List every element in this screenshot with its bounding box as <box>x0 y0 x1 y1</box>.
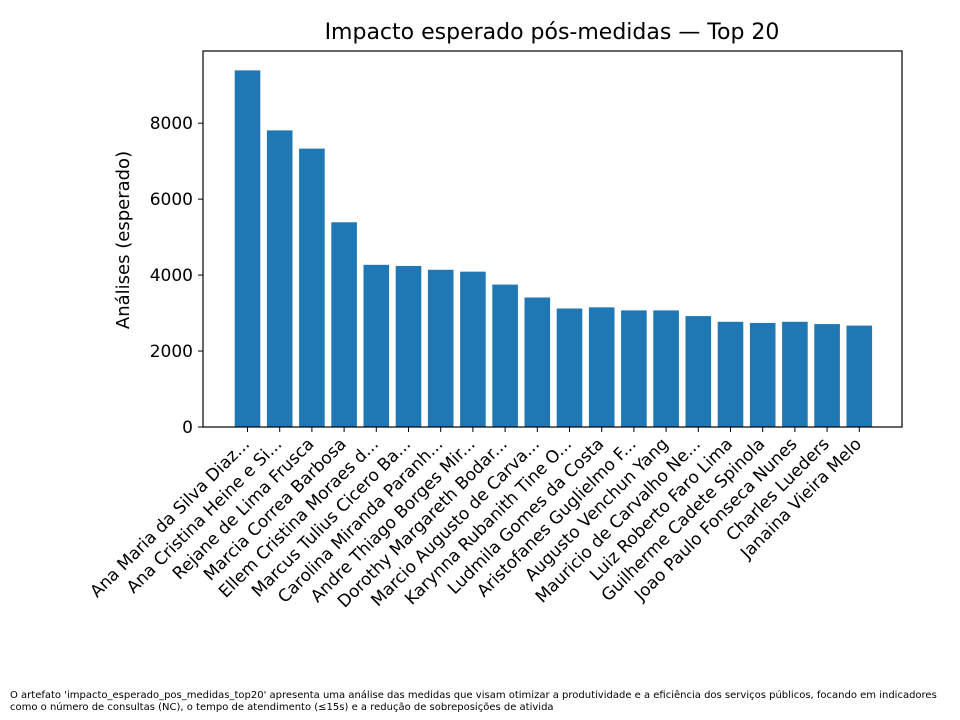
bar <box>460 271 486 427</box>
bar <box>717 321 744 427</box>
chart-title: Impacto esperado pós-medidas — Top 20 <box>325 20 780 45</box>
y-tick-label: 0 <box>182 418 193 438</box>
bar <box>395 265 422 427</box>
bar <box>653 310 679 427</box>
bar <box>685 316 712 427</box>
bar <box>846 325 873 427</box>
bar <box>782 321 808 427</box>
plot-frame <box>202 50 903 428</box>
caption-text: O artefato 'impacto_esperado_pos_medidas… <box>10 690 937 713</box>
bar <box>299 148 325 427</box>
bar <box>363 264 390 427</box>
bar-chart: Impacto esperado pós-medidas — Top 20 An… <box>86 20 903 612</box>
bar <box>556 308 583 427</box>
bar <box>814 324 840 427</box>
bar <box>621 310 647 427</box>
bar <box>492 284 518 427</box>
x-axis: Ana Maria da Silva Diaz...Ana Cristina H… <box>86 427 866 612</box>
bar <box>588 307 615 427</box>
y-tick-label: 2000 <box>150 342 193 362</box>
y-tick-label: 8000 <box>150 114 193 134</box>
y-axis-label: Análises (esperado) <box>113 151 134 329</box>
bar <box>749 322 776 427</box>
bars-group <box>234 70 873 428</box>
y-axis: 0 2000 4000 6000 8000 <box>150 114 203 438</box>
bar <box>331 222 357 427</box>
bar <box>524 297 551 427</box>
bar <box>234 70 261 428</box>
bar <box>427 269 454 427</box>
y-tick-label: 6000 <box>150 190 193 210</box>
y-tick-label: 4000 <box>150 266 193 286</box>
bar <box>266 130 293 427</box>
